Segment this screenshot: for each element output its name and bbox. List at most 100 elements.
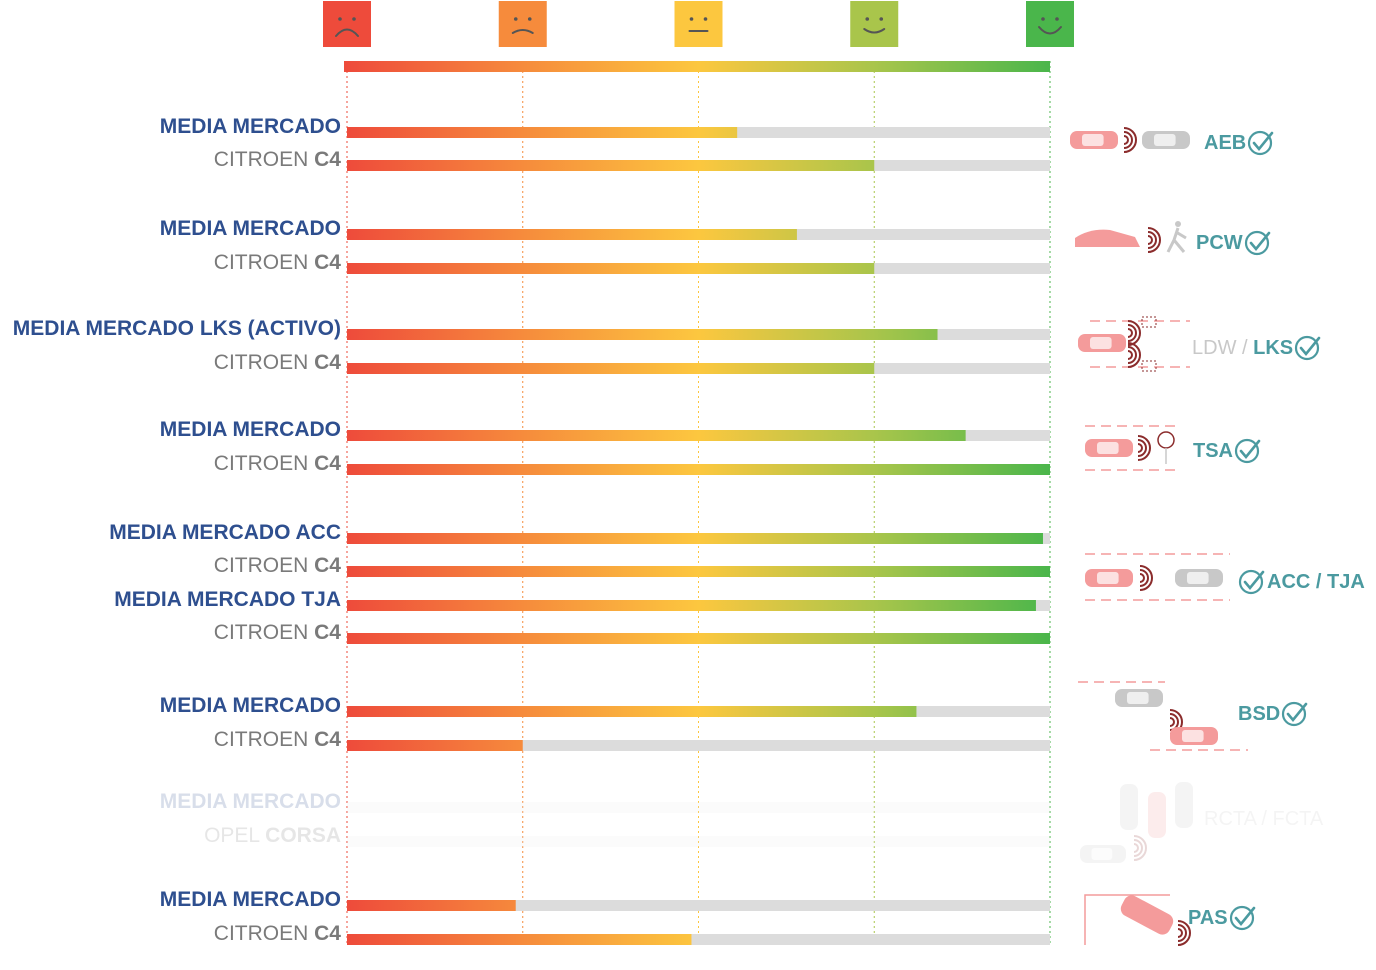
feature-label-part: ACC / TJA — [1267, 570, 1365, 593]
checkmark-icon — [1295, 335, 1321, 361]
blind-spot-icon — [1078, 681, 1248, 751]
bar-label-part: MEDIA MERCADO LKS — [12, 317, 248, 340]
feature-label-part: LKS — [1253, 336, 1294, 359]
bar-label-part: CITROEN — [213, 621, 315, 644]
bar-value — [347, 363, 875, 374]
feature-group — [347, 430, 1050, 475]
bar-label: MEDIA MERCADO — [160, 217, 341, 241]
bar-value — [347, 934, 692, 945]
bar-value — [347, 566, 1050, 577]
feature-label: TSA — [1193, 437, 1263, 465]
bar-label-part: MEDIA MERCADO — [159, 790, 341, 813]
feature-label: RCTA / FCTA — [1204, 808, 1323, 831]
bar-label-part: C4 — [314, 351, 341, 374]
bar-value — [347, 329, 938, 340]
bar-value — [347, 900, 516, 911]
bar-label-part: MEDIA MERCADO — [159, 418, 341, 441]
feature-label: PCW — [1196, 229, 1273, 257]
feature-group — [347, 706, 1050, 751]
bar-label-part: OPEL — [204, 824, 266, 847]
bar-label: CITROEN C4 — [214, 452, 341, 476]
bar-value — [347, 740, 523, 751]
feature-label: AEB — [1204, 129, 1276, 157]
bar-value — [347, 706, 917, 717]
lane-keeping-icon — [1078, 316, 1190, 372]
bar-label: MEDIA MERCADO — [160, 790, 341, 814]
bar-value — [347, 633, 1050, 644]
bar-track — [347, 900, 1050, 911]
bar-label-part: CITROEN — [213, 251, 315, 274]
scale-gradient-bar — [344, 61, 1050, 72]
bar-value — [347, 160, 875, 171]
bar-value — [347, 229, 797, 240]
bar-label-part: CITROEN — [213, 148, 315, 171]
bar-label: MEDIA MERCADO — [160, 418, 341, 442]
bar-track — [347, 740, 1050, 751]
bar-label: CITROEN C4 — [214, 351, 341, 375]
bar-label-part: MEDIA MERCADO — [159, 115, 341, 138]
bar-value — [347, 533, 1043, 544]
feature-group — [347, 229, 1050, 274]
bar-label: MEDIA MERCADO TJA — [114, 588, 341, 612]
bar-value — [347, 430, 966, 441]
bar-label: CITROEN C4 — [214, 251, 341, 275]
feature-label-part: TSA — [1193, 439, 1233, 462]
feature-label-part: RCTA / FCTA — [1204, 808, 1324, 830]
bar-label-part: C4 — [314, 554, 341, 577]
bar-label: CITROEN C4 — [214, 728, 341, 752]
feature-group — [347, 900, 1050, 945]
bar-label-part: C4 — [314, 621, 341, 644]
cross-traffic-icon — [1080, 782, 1193, 863]
checkmark-icon — [1244, 230, 1270, 256]
parking-assist-icon — [1084, 894, 1191, 946]
bar-label: CITROEN C4 — [214, 621, 341, 645]
speed-sign-icon — [1085, 425, 1180, 471]
bar-label: CITROEN C4 — [214, 148, 341, 172]
feature-group — [347, 127, 1050, 171]
bar-label-part: (ACTIVO) — [247, 317, 341, 340]
feature-label: BSD — [1238, 700, 1310, 728]
bar-label-part: C4 — [314, 922, 341, 945]
bar-label-part: CITROEN — [213, 351, 315, 374]
bar-label: CITROEN C4 — [214, 554, 341, 578]
feature-label-part: LDW / — [1192, 336, 1254, 359]
feature-label-part: AEB — [1204, 131, 1247, 154]
checkmark-icon — [1282, 701, 1308, 727]
bar-label: MEDIA MERCADO — [160, 888, 341, 912]
adaptive-cruise-icon — [1085, 553, 1230, 601]
bar-label-part: C4 — [314, 728, 341, 751]
feature-group — [347, 802, 1050, 847]
bar-track — [347, 934, 1050, 945]
car-warning-car-icon — [1070, 127, 1190, 153]
bar-label-part: CITROEN — [213, 554, 315, 577]
bar-value — [347, 600, 1036, 611]
feature-label-part: BSD — [1238, 702, 1281, 725]
bar-label-part: CITROEN — [213, 452, 315, 475]
feature-group — [347, 533, 1050, 644]
feature-label: LDW / LKS — [1192, 334, 1323, 362]
bar-label-part: CORSA — [265, 824, 341, 847]
happy-face-icon — [850, 1, 899, 47]
feature-group — [347, 329, 1050, 374]
neutral-face-icon — [674, 1, 723, 47]
sad-face-icon — [498, 1, 547, 47]
checkmark-icon — [1229, 905, 1255, 931]
bar-label: MEDIA MERCADO — [160, 694, 341, 718]
car-pedestrian-icon — [1075, 221, 1187, 253]
bar-label-part: MEDIA MERCADO TJA — [114, 588, 341, 611]
bar-value — [347, 263, 875, 274]
feature-label-part: PAS — [1188, 906, 1228, 929]
bar-label-part: CITROEN — [213, 922, 315, 945]
bar-label-part: MEDIA MERCADO — [159, 888, 341, 911]
feature-label-part: PCW — [1196, 231, 1243, 254]
bar-label-part: CITROEN — [213, 728, 315, 751]
checkmark-icon — [1238, 569, 1265, 595]
bar-value — [347, 464, 1050, 475]
checkmark-icon — [1248, 130, 1274, 156]
bar-label-part: C4 — [314, 452, 341, 475]
bar-label: CITROEN C4 — [214, 922, 341, 946]
bar-label: OPEL CORSA — [204, 824, 341, 848]
bar-label-part: C4 — [314, 251, 341, 274]
